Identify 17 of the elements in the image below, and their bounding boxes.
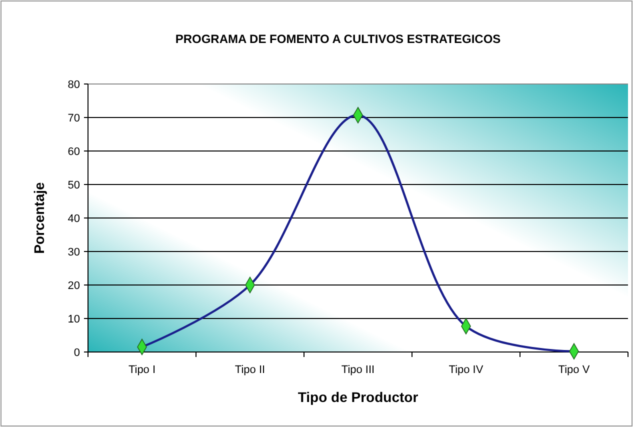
y-tick-label: 70 bbox=[68, 112, 80, 124]
y-tick-label: 60 bbox=[68, 146, 80, 158]
y-tick-label: 30 bbox=[68, 246, 80, 258]
y-tick-label: 0 bbox=[74, 346, 80, 359]
x-tick-label: Tipo I bbox=[128, 364, 156, 376]
y-tick-label: 50 bbox=[68, 179, 80, 192]
x-tick-label: Tipo II bbox=[234, 364, 266, 376]
x-axis-title: Tipo de Productor bbox=[298, 389, 419, 405]
y-tick-label: 20 bbox=[68, 280, 80, 292]
chart-title: PROGRAMA DE FOMENTO A CULTIVOS ESTRATEGICOS bbox=[175, 32, 501, 46]
y-tick-label: 40 bbox=[68, 212, 80, 225]
y-axis-title: Porcentaje bbox=[31, 182, 47, 254]
y-tick-label: 10 bbox=[68, 313, 80, 326]
x-tick-label: Tipo V bbox=[558, 364, 590, 376]
x-tick-label: Tipo III bbox=[341, 364, 375, 376]
x-tick-label: Tipo IV bbox=[448, 364, 484, 376]
y-tick-label: 80 bbox=[68, 78, 80, 91]
